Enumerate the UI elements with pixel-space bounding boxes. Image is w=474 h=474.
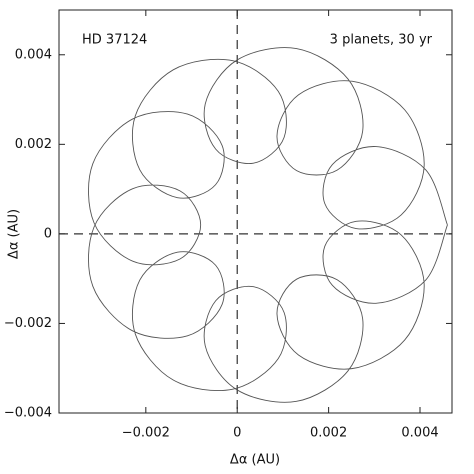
x-tick-label: 0.002 — [310, 426, 347, 441]
y-axis-label: Δα (AU) — [7, 209, 22, 259]
y-tick-label: −0.002 — [4, 316, 52, 331]
annotation: HD 37124 — [82, 33, 147, 48]
x-tick-label: 0.004 — [401, 426, 438, 441]
x-axis-label: Δα (AU) — [230, 453, 280, 468]
annotation: 3 planets, 30 yr — [330, 33, 433, 48]
y-tick-label: −0.004 — [4, 406, 52, 421]
y-tick-label: 0.002 — [15, 137, 52, 152]
plot-frame — [58, 9, 453, 414]
y-tick-label: 0 — [44, 226, 52, 241]
x-tick-label: 0 — [233, 426, 241, 441]
y-tick-label: 0.004 — [15, 47, 52, 62]
trajectory — [88, 47, 448, 403]
x-tick-label: −0.002 — [122, 426, 170, 441]
